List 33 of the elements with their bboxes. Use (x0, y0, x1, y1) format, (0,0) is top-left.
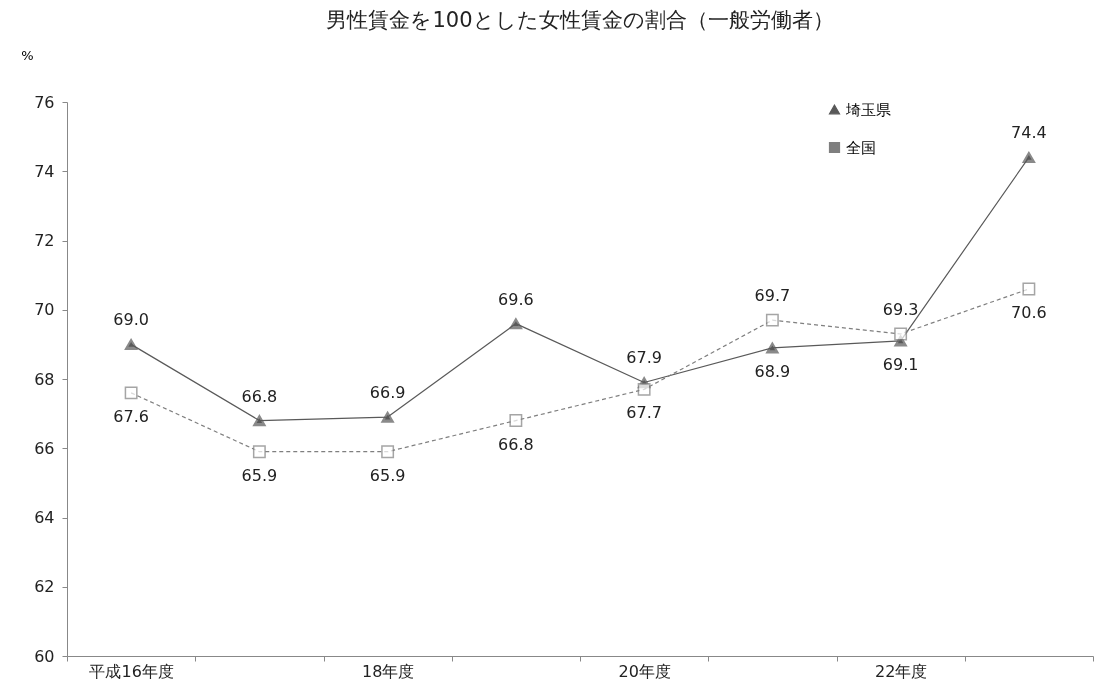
x-tick-label: 18年度 (361, 661, 415, 681)
data-label: 66.9 (369, 383, 406, 403)
data-label: 68.9 (754, 361, 791, 381)
y-tick-label: 72 (34, 231, 55, 250)
data-label: 69.6 (498, 289, 534, 309)
x-tick-label: 22年度 (874, 661, 928, 681)
y-tick-label: 76 (34, 92, 55, 112)
y-tick-label: 64 (34, 508, 55, 527)
y-tick-label: 70 (34, 300, 55, 320)
data-label: 69.7 (754, 286, 791, 306)
y-tick-label: 60 (34, 646, 55, 666)
y-tick-label: 74 (34, 161, 55, 181)
data-label: 67.9 (626, 348, 662, 368)
data-label: 65.9 (241, 465, 278, 485)
y-tick-label: 66 (34, 438, 55, 458)
data-label: 66.8 (498, 434, 534, 454)
y-tick-label: 62 (34, 577, 55, 597)
data-label: 69.3 (882, 299, 919, 319)
x-tick-label: 平成16年度 (89, 661, 174, 681)
legend-label: 全国 (846, 138, 876, 157)
chart-title: 男性賃金を100とした女性賃金の割合（一般労働者） (326, 8, 834, 32)
data-label: 69.1 (882, 354, 919, 374)
data-label: 67.6 (113, 406, 149, 426)
data-label: 69.0 (113, 310, 149, 330)
y-tick-label: 68 (34, 369, 55, 389)
data-label: 65.9 (369, 465, 406, 485)
data-label: 67.7 (626, 403, 662, 423)
data-label: 66.8 (241, 386, 278, 406)
data-label: 74.4 (1011, 123, 1047, 143)
x-tick-label: 20年度 (618, 661, 671, 681)
data-label: 70.6 (1011, 302, 1047, 322)
legend-label: 埼玉県 (845, 100, 891, 119)
y-axis-title: % (21, 47, 34, 63)
